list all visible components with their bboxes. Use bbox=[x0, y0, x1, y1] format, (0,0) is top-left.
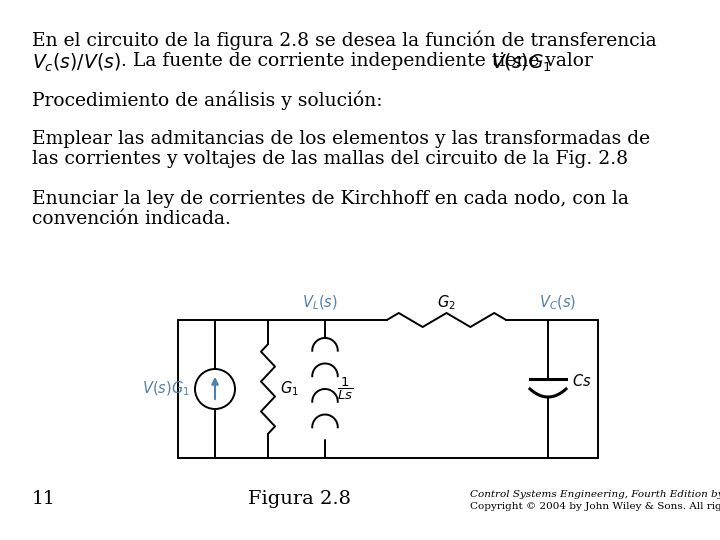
Text: Control Systems Engineering, Fourth Edition by Norman S. Nise: Control Systems Engineering, Fourth Edit… bbox=[470, 490, 720, 499]
Text: $V_L(s)$: $V_L(s)$ bbox=[302, 294, 338, 312]
Text: $V_c(s)/V(s)$: $V_c(s)/V(s)$ bbox=[32, 52, 121, 75]
Text: $V_C(s)$: $V_C(s)$ bbox=[539, 294, 577, 312]
Text: $\dfrac{1}{Ls}$: $\dfrac{1}{Ls}$ bbox=[337, 376, 354, 402]
Text: 11: 11 bbox=[32, 490, 55, 508]
Text: . La fuente de corriente independiente tiene valor: . La fuente de corriente independiente t… bbox=[121, 52, 599, 70]
Text: $V(s)G_1$: $V(s)G_1$ bbox=[491, 52, 552, 75]
Text: las corrientes y voltajes de las mallas del circuito de la Fig. 2.8: las corrientes y voltajes de las mallas … bbox=[32, 150, 628, 168]
Text: Enunciar la ley de corrientes de Kirchhoff en cada nodo, con la: Enunciar la ley de corrientes de Kirchho… bbox=[32, 190, 629, 208]
Text: $Cs$: $Cs$ bbox=[572, 373, 592, 389]
Text: $G_2$: $G_2$ bbox=[437, 293, 456, 312]
Text: Copyright © 2004 by John Wiley & Sons. All rights reserved.: Copyright © 2004 by John Wiley & Sons. A… bbox=[470, 502, 720, 511]
Text: $G_1$: $G_1$ bbox=[280, 380, 299, 399]
Text: Procedimiento de análisis y solución:: Procedimiento de análisis y solución: bbox=[32, 90, 382, 110]
Text: En el circuito de la figura 2.8 se desea la función de transferencia: En el circuito de la figura 2.8 se desea… bbox=[32, 30, 657, 50]
Text: $V(s)G_1$: $V(s)G_1$ bbox=[142, 380, 190, 398]
Text: Emplear las admitancias de los elementos y las transformadas de: Emplear las admitancias de los elementos… bbox=[32, 130, 650, 148]
Text: Figura 2.8: Figura 2.8 bbox=[248, 490, 351, 508]
Text: convención indicada.: convención indicada. bbox=[32, 210, 231, 228]
